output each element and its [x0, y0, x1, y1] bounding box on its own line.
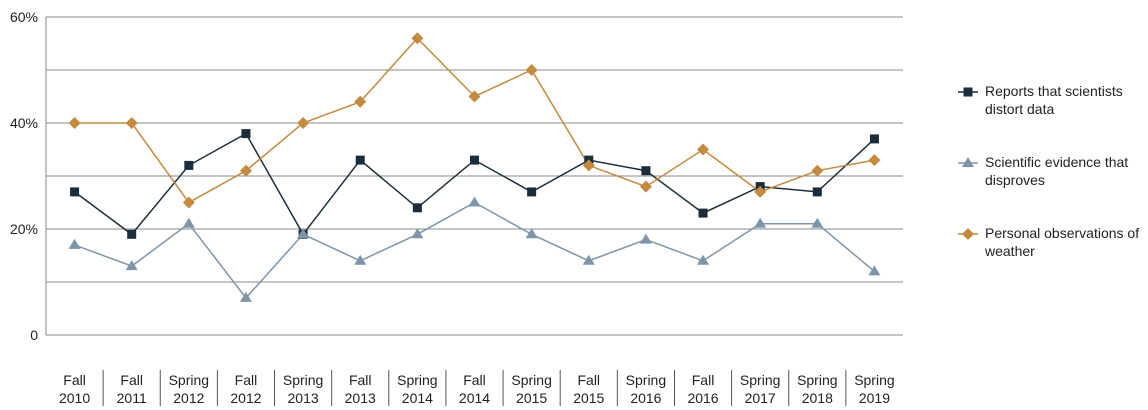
- data-point: [468, 90, 481, 103]
- series-line: [74, 132, 875, 236]
- data-point: [239, 291, 252, 302]
- legend-marker: [962, 228, 974, 240]
- x-tick-label: Fall 2013: [345, 372, 376, 406]
- data-point: [354, 254, 367, 265]
- x-tick-label: Fall 2011: [117, 372, 147, 406]
- x-tick-label: Fall 2010: [59, 372, 90, 406]
- x-tick-label: Spring 2016: [626, 372, 666, 406]
- data-point: [354, 95, 367, 108]
- legend-marker: [963, 87, 973, 97]
- data-point: [525, 228, 538, 239]
- data-point: [869, 134, 879, 144]
- data-point: [297, 228, 310, 239]
- data-point: [641, 166, 651, 176]
- y-tick-label: 0: [30, 327, 38, 343]
- x-tick-label: Spring 2013: [283, 372, 323, 406]
- data-point: [697, 254, 710, 265]
- data-point: [812, 187, 822, 197]
- data-point: [125, 117, 138, 129]
- data-point: [582, 254, 595, 265]
- legend-label: Reports that scientists distort data: [985, 83, 1123, 117]
- x-tick-label: Fall 2015: [573, 372, 604, 406]
- data-point: [754, 217, 767, 228]
- data-point: [355, 155, 365, 165]
- data-point: [868, 265, 881, 276]
- data-point: [411, 32, 424, 45]
- data-point: [184, 160, 194, 170]
- x-tick-label: Spring 2014: [397, 372, 437, 406]
- legend-marker: [962, 157, 974, 167]
- data-point: [182, 196, 195, 209]
- legend-label: Scientific evidence that disproves: [985, 154, 1129, 188]
- x-tick-label: Spring 2017: [740, 372, 780, 406]
- data-point: [697, 143, 710, 156]
- data-point: [811, 217, 824, 228]
- x-tick-label: Spring 2012: [169, 372, 209, 406]
- series-line: [74, 201, 875, 300]
- data-point: [470, 155, 479, 165]
- data-point: [127, 229, 137, 239]
- data-point: [868, 154, 881, 167]
- data-point: [125, 260, 138, 271]
- y-tick-label: 60%: [10, 9, 38, 25]
- data-point: [525, 64, 538, 76]
- x-tick-label: Fall 2012: [230, 372, 261, 406]
- data-point: [582, 159, 595, 172]
- x-tick-label: Fall 2016: [687, 372, 718, 406]
- data-point: [468, 196, 481, 207]
- data-point: [639, 180, 652, 193]
- y-tick-label: 20%: [10, 221, 38, 237]
- data-point: [412, 203, 422, 213]
- data-point: [182, 217, 195, 228]
- data-point: [698, 208, 708, 218]
- legend-label: Personal observations of weather: [985, 225, 1140, 259]
- data-point: [811, 164, 824, 177]
- data-point: [68, 238, 81, 249]
- data-point: [411, 228, 424, 239]
- x-tick-label: Fall 2014: [459, 372, 490, 406]
- x-tick-label: Spring 2019: [854, 372, 894, 406]
- data-point: [68, 117, 81, 129]
- x-tick-label: Spring 2018: [797, 372, 837, 406]
- series-line: [74, 37, 875, 204]
- data-point: [527, 187, 537, 197]
- y-tick-label: 40%: [10, 115, 38, 131]
- data-point: [70, 187, 80, 197]
- data-point: [297, 117, 310, 129]
- data-point: [241, 129, 251, 139]
- data-point: [754, 185, 767, 198]
- data-point: [239, 164, 252, 177]
- x-tick-label: Spring 2015: [511, 372, 551, 406]
- data-point: [639, 233, 652, 244]
